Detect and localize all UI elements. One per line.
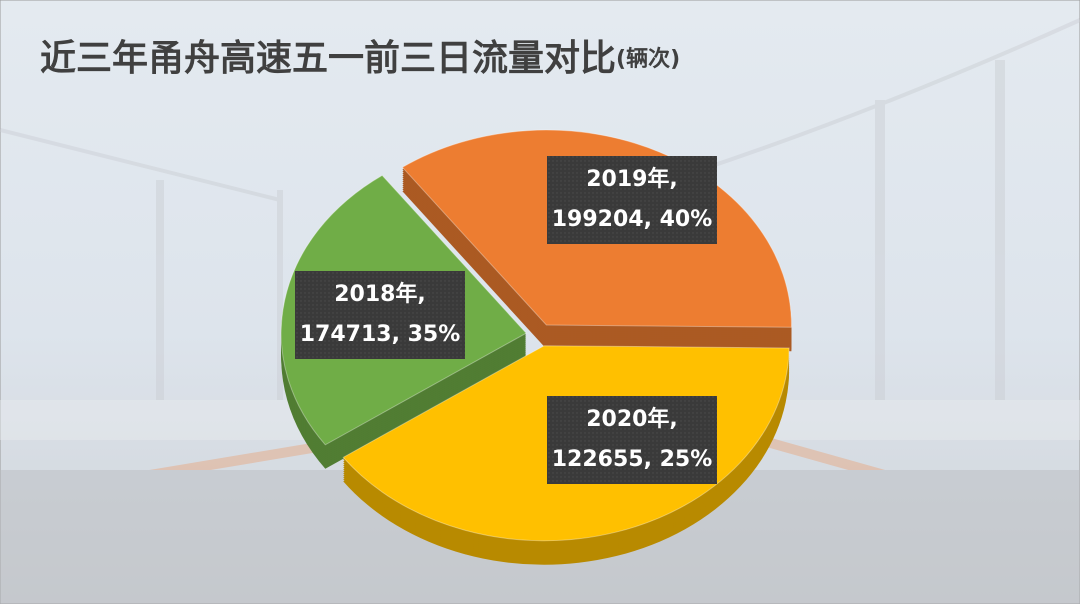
chart-title: 近三年甬舟高速五一前三日流量对比(辆次) xyxy=(40,38,680,79)
data-label: 2018年, xyxy=(334,281,426,307)
data-label: 199204, 40% xyxy=(552,207,713,232)
data-label: 122655, 25% xyxy=(552,447,713,472)
label-box xyxy=(295,271,465,359)
data-labels: 2018年, 174713, 35% 2019年, 199204, 40% 2020年,… xyxy=(295,156,717,484)
title-main: 近三年甬舟高速五一前三日流量对比 xyxy=(40,38,616,79)
data-label: 2020年, xyxy=(586,406,678,432)
label-box xyxy=(547,396,717,484)
data-label: 174713, 35% xyxy=(300,322,461,347)
label-box xyxy=(547,156,717,244)
data-label: 2019年, xyxy=(586,166,678,192)
title-unit: (辆次) xyxy=(616,46,680,72)
